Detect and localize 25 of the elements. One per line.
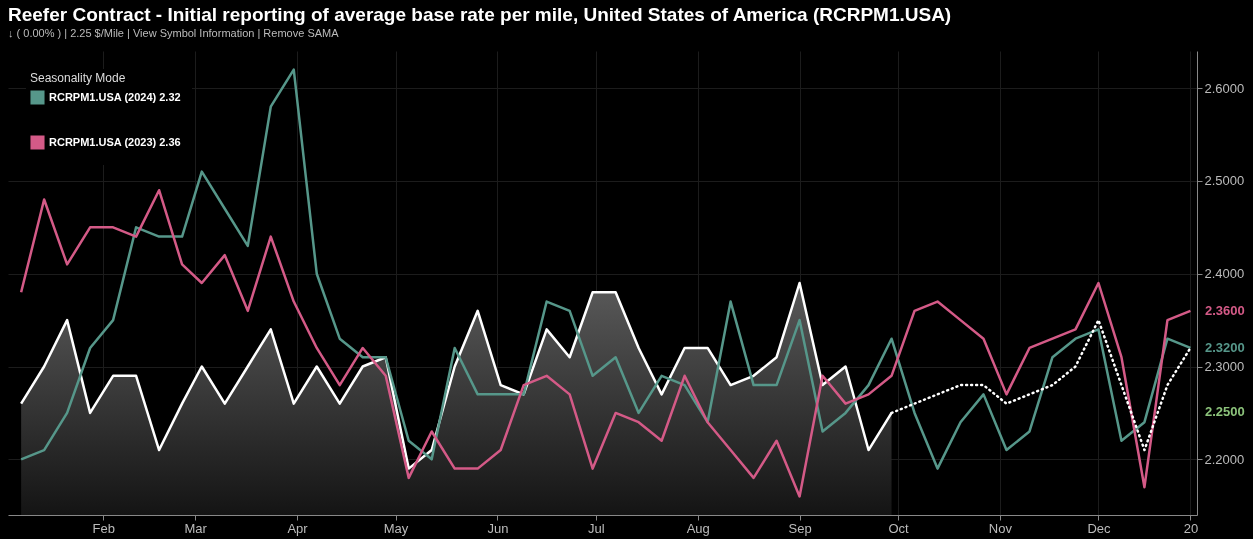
x-tick-label: Feb — [92, 520, 115, 536]
legend-title: Seasonality Mode — [30, 71, 126, 85]
x-tick-label: 20 — [1183, 520, 1199, 536]
x-tick-label: Jun — [487, 520, 509, 536]
y-tick-label: 2.4000 — [1204, 266, 1245, 282]
y-tick-label: 2.3000 — [1204, 359, 1245, 375]
chart-title: Reefer Contract - Initial reporting of average base rate per mile, United States of America (RCRPM1.USA) — [8, 4, 952, 25]
y-tick-label: 2.6000 — [1204, 80, 1245, 96]
annotation: 2.3200 — [1205, 339, 1245, 355]
x-tick-label: Jul — [588, 520, 605, 536]
x-tick-label: Nov — [988, 520, 1013, 536]
y-tick-label: 2.2000 — [1204, 451, 1245, 467]
legend-label: RCRPM1.USA (2023) 2.36 — [49, 135, 181, 148]
x-tick-label: May — [383, 520, 409, 536]
chart-subtitle: ↓ ( 0.00% ) | 2.25 $/Mile | View Symbol Information | Remove SAMA — [8, 27, 340, 39]
x-tick-label: Mar — [184, 520, 208, 536]
y-tick-label: 2.5000 — [1204, 173, 1245, 189]
legend-label: RCRPM1.USA (2024) 2.32 — [49, 90, 181, 103]
x-tick-label: Sep — [788, 520, 812, 536]
annotation: 2.3600 — [1205, 302, 1245, 318]
x-tick-label: Aug — [686, 520, 710, 536]
x-tick-label: Apr — [287, 520, 309, 536]
x-tick-label: Oct — [888, 520, 910, 536]
text: 2.2500 — [1205, 404, 1245, 419]
x-tick-label: Dec — [1087, 520, 1112, 536]
